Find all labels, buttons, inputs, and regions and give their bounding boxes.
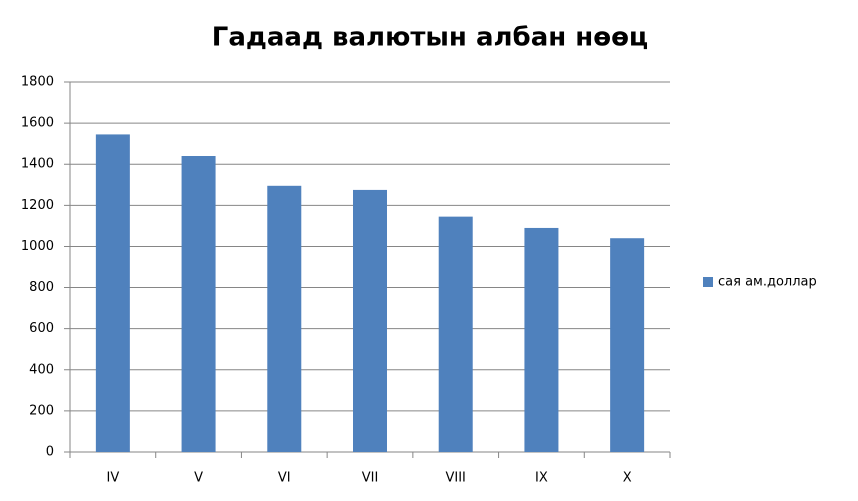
y-tick-label: 1200: [21, 198, 54, 213]
y-tick-label: 1000: [21, 239, 54, 254]
legend-swatch: [703, 277, 713, 287]
y-tick-label: 600: [29, 321, 54, 336]
x-tick-label: VIII: [446, 471, 466, 486]
x-tick-label: IX: [535, 471, 548, 486]
bar: [95, 134, 130, 452]
bar: [267, 185, 302, 453]
y-tick-label: 1600: [21, 116, 54, 131]
chart-title: Гадаад валютын албан нөөц: [212, 23, 648, 53]
y-tick-label: 1400: [21, 157, 54, 172]
bar: [438, 216, 473, 452]
y-tick-label: 0: [46, 445, 54, 460]
bar: [353, 189, 387, 452]
y-tick-label: 200: [29, 403, 54, 418]
y-tick-label: 1800: [21, 75, 54, 90]
bar: [181, 156, 216, 452]
x-tick-label: VII: [362, 471, 379, 486]
x-tick-label: X: [623, 471, 632, 486]
legend-label: сая ам.доллар: [718, 275, 817, 290]
bar: [524, 227, 559, 452]
bar: [610, 238, 645, 452]
x-tick-label: V: [194, 471, 203, 486]
y-tick-label: 400: [29, 362, 54, 377]
y-tick-label: 800: [29, 280, 54, 295]
x-tick-label: VI: [278, 471, 291, 486]
x-tick-label: IV: [106, 471, 119, 486]
